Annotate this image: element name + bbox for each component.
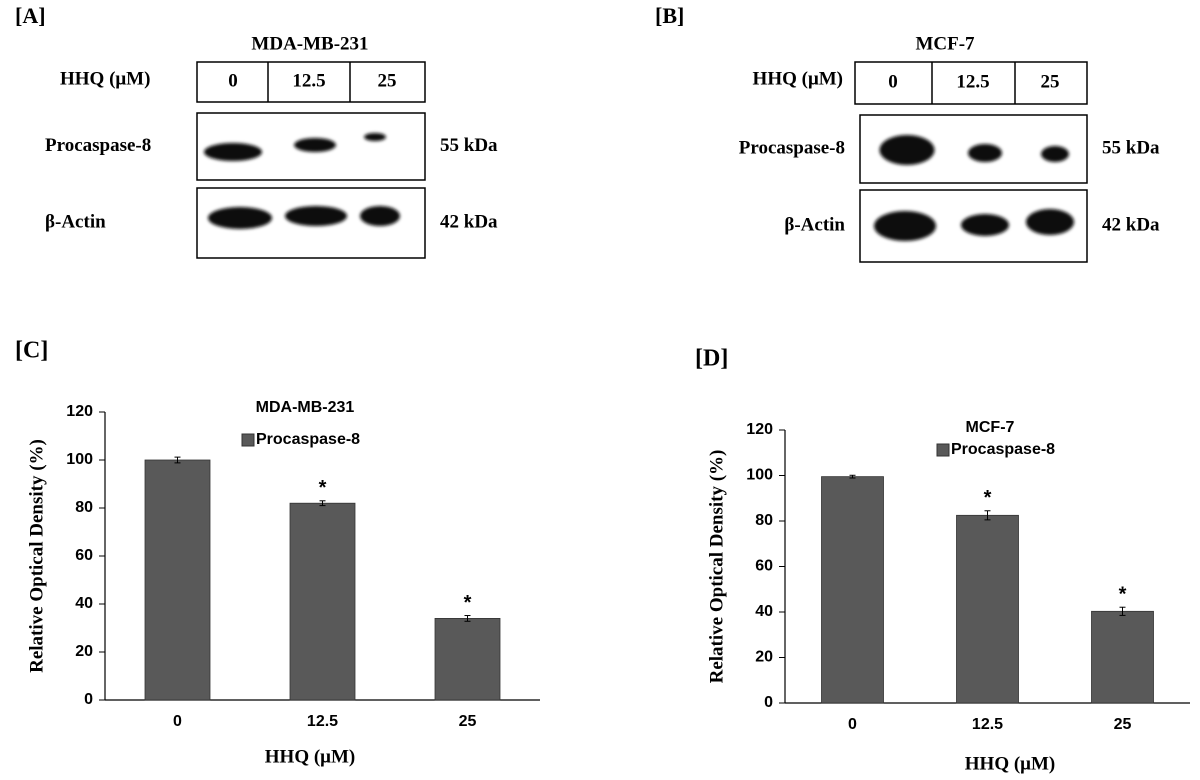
x-tick-label: 25 (1114, 716, 1132, 733)
chart-title: MCF-7 (966, 419, 1015, 436)
band (285, 206, 347, 226)
legend-swatch (241, 433, 255, 447)
x-tick-label: 12.5 (972, 716, 1003, 733)
error-bar (984, 510, 991, 521)
row-label: β-Actin (45, 211, 106, 232)
row-label: β-Actin (784, 214, 845, 235)
band (364, 133, 386, 141)
bar (821, 476, 884, 704)
band (879, 135, 935, 165)
panel-label: [A] (15, 3, 46, 28)
y-tick-label: 120 (746, 421, 773, 438)
x-axis-title: HHQ (μM) (265, 746, 355, 767)
bar (956, 514, 1019, 704)
band (1026, 209, 1074, 235)
bar (1091, 610, 1154, 704)
band (208, 207, 272, 229)
legend-label: Procaspase-8 (951, 441, 1055, 458)
error-bar (174, 456, 181, 464)
band (961, 214, 1009, 236)
error-bar (1119, 606, 1126, 616)
bar (144, 459, 211, 701)
lane-label: 12.5 (292, 70, 325, 91)
y-tick-label: 100 (66, 451, 93, 468)
error-bar (849, 474, 856, 479)
y-tick-label: 20 (755, 649, 773, 666)
band (204, 143, 262, 161)
band (294, 138, 336, 152)
panel-label: [C] (15, 338, 48, 364)
row-label: Procaspase-8 (739, 137, 845, 158)
significance-marker: * (464, 592, 472, 614)
y-tick-label: 60 (75, 547, 93, 564)
lane-label: 25 (1041, 71, 1060, 92)
chart-title: MDA-MB-231 (256, 399, 355, 416)
y-tick-label: 100 (746, 467, 773, 484)
y-tick-label: 80 (75, 499, 93, 516)
y-tick-label: 40 (75, 595, 93, 612)
blot-title: MCF-7 (915, 33, 975, 54)
y-tick-label: 80 (755, 512, 773, 529)
error-bar (319, 500, 326, 507)
x-axis-title: HHQ (μM) (965, 753, 1055, 774)
band (874, 211, 936, 241)
row-label: Procaspase-8 (45, 135, 151, 156)
lane-box (854, 61, 1088, 105)
treatment-label: HHQ (μM) (60, 68, 150, 89)
x-tick-label: 0 (848, 716, 857, 733)
y-tick-label: 60 (755, 558, 773, 575)
y-tick-label: 40 (755, 603, 773, 620)
legend-swatch (936, 443, 950, 457)
band (360, 206, 400, 226)
y-tick-label: 20 (75, 643, 93, 660)
size-label: 55 kDa (440, 135, 498, 156)
lane-label: 12.5 (956, 71, 989, 92)
band (1041, 146, 1069, 162)
x-tick-label: 0 (173, 713, 182, 730)
blot-title: MDA-MB-231 (251, 33, 368, 54)
size-label: 42 kDa (1102, 214, 1160, 235)
y-tick-label: 0 (84, 691, 93, 708)
size-label: 42 kDa (440, 211, 498, 232)
lane-label: 25 (378, 70, 397, 91)
size-label: 55 kDa (1102, 137, 1160, 158)
y-tick-label: 120 (66, 403, 93, 420)
significance-marker: * (984, 487, 992, 509)
error-bar (464, 615, 471, 622)
band (968, 144, 1002, 162)
lane-box (196, 61, 426, 103)
lane-label: 0 (228, 70, 238, 91)
y-axis-title: Relative Optical Density (%) (26, 439, 47, 673)
y-tick-label: 0 (764, 694, 773, 711)
bar (289, 502, 356, 701)
lane-label: 0 (888, 71, 898, 92)
x-tick-label: 25 (459, 713, 477, 730)
bar (434, 618, 501, 701)
significance-marker: * (1119, 584, 1127, 606)
panel-label: [D] (695, 346, 728, 372)
legend-label: Procaspase-8 (256, 431, 360, 448)
panel-label: [B] (655, 3, 684, 28)
treatment-label: HHQ (μM) (753, 68, 843, 89)
y-axis-title: Relative Optical Density (%) (706, 450, 727, 684)
x-tick-label: 12.5 (307, 713, 338, 730)
significance-marker: * (319, 477, 327, 499)
